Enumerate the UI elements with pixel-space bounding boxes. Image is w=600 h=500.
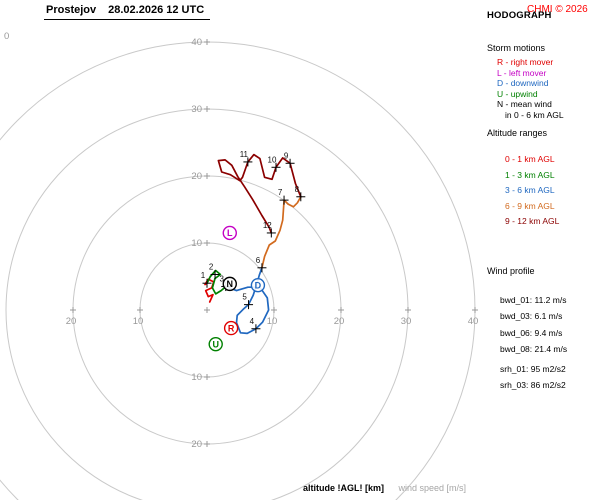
altitude-km-label: 2 [209,262,214,271]
trace-segment-9-12kmAGL [217,153,302,234]
x-tick-label: 10 [133,316,144,327]
x-tick-label: 10 [267,316,278,327]
wind-profile-heading: Wind profile [487,265,535,276]
storm-marker-R [223,320,239,336]
storm-marker-letter-N: N [227,279,234,289]
altitude-km-label: 4 [250,317,255,326]
storm-motion-item: L - left mover [497,67,547,78]
altitude-range-item: 3 - 6 km AGL [505,185,555,195]
run-datetime: 28.02.2026 12 UTC [108,4,205,16]
storm-motion-item-note: in 0 - 6 km AGL [505,109,564,120]
speed-rings [0,41,476,500]
altitude-range-item: 9 - 12 km AGL [505,216,560,226]
altitude-km-label: 6 [256,256,261,265]
altitude-range-item: 6 - 9 km AGL [505,200,555,211]
storm-marker-U [208,336,223,352]
y-tick-label: 20 [191,439,202,450]
altitude-axis-note: altitude !AGL! [km] [303,483,384,493]
windspeed-axis-note: wind speed [m/s] [398,483,467,493]
storm-motions-list: R - right mover L - left mover D - downw… [497,57,599,120]
storm-marker-L [222,225,237,241]
clipped-axis-label: 0 [4,31,10,42]
y-tick-label: 20 [191,171,202,182]
storm-marker-N [222,276,237,292]
x-tick-label: 40 [468,316,479,327]
altitude-range-item: 0 - 1 km AGL [505,154,555,164]
storm-marker-letter-U: U [212,339,219,349]
altitude-km-label: 9 [284,151,289,160]
altitude-km-label: 5 [242,293,247,302]
footer: altitude !AGL! [km] wind speed [m/s] [303,483,466,493]
altitude-ranges-heading: Altitude ranges [487,128,548,138]
trace-segment-6-9kmAGL [261,195,302,269]
wind-profile-item: srh_03: 86 m2/s2 [500,380,566,390]
y-tick-label: 10 [191,238,202,249]
storm-motion-item: N - mean wind [497,99,552,109]
altitude-range-item: 1 - 3 km AGL [505,169,555,180]
storm-marker-letter-R: R [228,323,235,333]
header: Prostejov 28.02.2026 12 UTC [44,4,211,20]
wind-profile-item: srh_01: 95 m2/s2 [500,363,566,374]
altitude-km-label: 11 [240,150,249,159]
altitude-km-label: 12 [263,221,272,230]
legend-panel: HODOGRAPH Storm motions R - right mover … [487,10,599,394]
x-tick-label: 20 [66,316,77,327]
y-tick-label: 10 [191,372,202,383]
storm-markers: L N D RU [208,225,266,352]
wind-profile-item: bwd_03: 6.1 m/s [500,311,563,321]
altitude-km-label: 10 [268,155,277,164]
page-title: Prostejov 28.02.2026 12 UTC [44,4,211,20]
altitude-km-label: 1 [201,271,206,280]
panel-title: HODOGRAPH [487,10,552,21]
x-tick-label: 30 [401,316,412,327]
storm-motions-heading: Storm motions [487,43,546,53]
storm-marker-letter-L: L [227,228,233,238]
x-tick-label: 20 [334,316,345,327]
station-name: Prostejov [46,4,97,16]
storm-motion-item: R - right mover [497,57,554,67]
wind-profile-item: bwd_08: 21.4 m/s [500,344,568,354]
trace-segment-0-1kmAGL [204,278,215,303]
wind-profile-list: bwd_01: 11.2 m/s bwd_03: 6.1 m/s bwd_06:… [500,292,599,394]
altitude-km-label: 7 [278,188,283,197]
storm-motion-item: U - upwind [497,88,538,99]
axis-ticks: 20 10 10 20 30 40 40 30 20 10 10 20 [66,37,479,450]
y-tick-label: 40 [191,37,202,48]
y-tick-label: 30 [191,104,202,115]
copyright-label: CHMI © 2026 [527,4,588,15]
altitude-km-label: 8 [295,185,300,194]
storm-marker-D [250,278,266,293]
wind-profile-item: bwd_06: 9.4 m/s [500,327,563,338]
storm-marker-letter-D: D [255,280,262,290]
altitude-km-label: 3 [220,275,225,284]
storm-motion-item: D - downwind [497,78,549,88]
wind-profile-item: bwd_01: 11.2 m/s [500,294,567,305]
altitude-ranges-list: 0 - 1 km AGL 1 - 3 km AGL 3 - 6 km AGL 6… [505,152,599,230]
